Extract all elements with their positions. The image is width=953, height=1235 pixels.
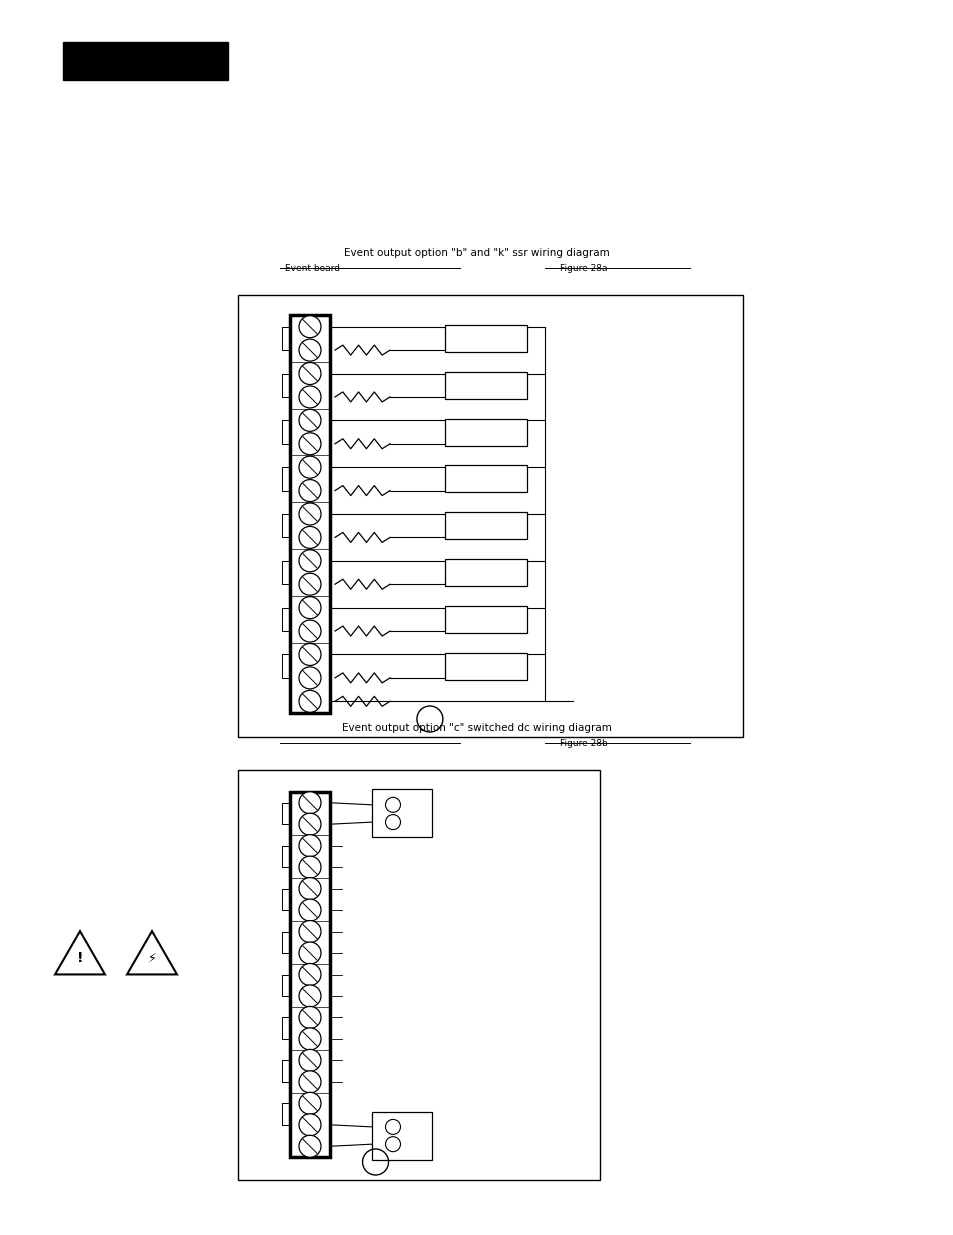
Text: Event output option "b" and "k" ssr wiring diagram: Event output option "b" and "k" ssr wiri…: [344, 248, 609, 258]
Circle shape: [298, 432, 320, 454]
Circle shape: [298, 340, 320, 361]
Text: Event output option "c" switched dc wiring diagram: Event output option "c" switched dc wiri…: [342, 722, 611, 734]
Circle shape: [298, 316, 320, 337]
Text: Figure 28a: Figure 28a: [559, 263, 607, 273]
Circle shape: [298, 550, 320, 572]
Circle shape: [298, 456, 320, 478]
Circle shape: [298, 643, 320, 666]
Circle shape: [298, 363, 320, 384]
Circle shape: [298, 986, 320, 1007]
Circle shape: [298, 479, 320, 501]
Bar: [237, 295, 742, 737]
Circle shape: [298, 813, 320, 835]
Circle shape: [298, 792, 320, 814]
Bar: [444, 325, 526, 352]
Circle shape: [298, 526, 320, 548]
Bar: [372, 1112, 432, 1160]
Bar: [444, 513, 526, 540]
Bar: [237, 769, 599, 1179]
Circle shape: [298, 835, 320, 857]
Circle shape: [298, 1007, 320, 1029]
Circle shape: [298, 667, 320, 689]
Circle shape: [298, 597, 320, 619]
Circle shape: [298, 963, 320, 986]
Circle shape: [298, 920, 320, 942]
Circle shape: [298, 1050, 320, 1072]
Circle shape: [298, 1092, 320, 1114]
Bar: [444, 559, 526, 587]
Bar: [444, 606, 526, 632]
Bar: [444, 419, 526, 446]
Circle shape: [298, 409, 320, 431]
Circle shape: [298, 942, 320, 965]
Bar: [290, 315, 330, 713]
Circle shape: [298, 573, 320, 595]
Bar: [372, 789, 432, 837]
Circle shape: [298, 878, 320, 899]
Text: !: !: [76, 951, 83, 965]
Bar: [444, 652, 526, 679]
Circle shape: [298, 1114, 320, 1136]
Circle shape: [298, 1135, 320, 1157]
Text: Figure 28b: Figure 28b: [559, 739, 607, 747]
Bar: [444, 466, 526, 493]
Text: Event board: Event board: [285, 263, 339, 273]
Bar: [63, 42, 228, 80]
Bar: [290, 792, 330, 1157]
Text: ⚡: ⚡: [148, 951, 156, 965]
Bar: [444, 372, 526, 399]
Circle shape: [298, 856, 320, 878]
Circle shape: [298, 503, 320, 525]
Circle shape: [298, 620, 320, 642]
Circle shape: [298, 387, 320, 408]
Circle shape: [298, 899, 320, 921]
Circle shape: [298, 1028, 320, 1050]
Circle shape: [298, 690, 320, 713]
Circle shape: [298, 1071, 320, 1093]
